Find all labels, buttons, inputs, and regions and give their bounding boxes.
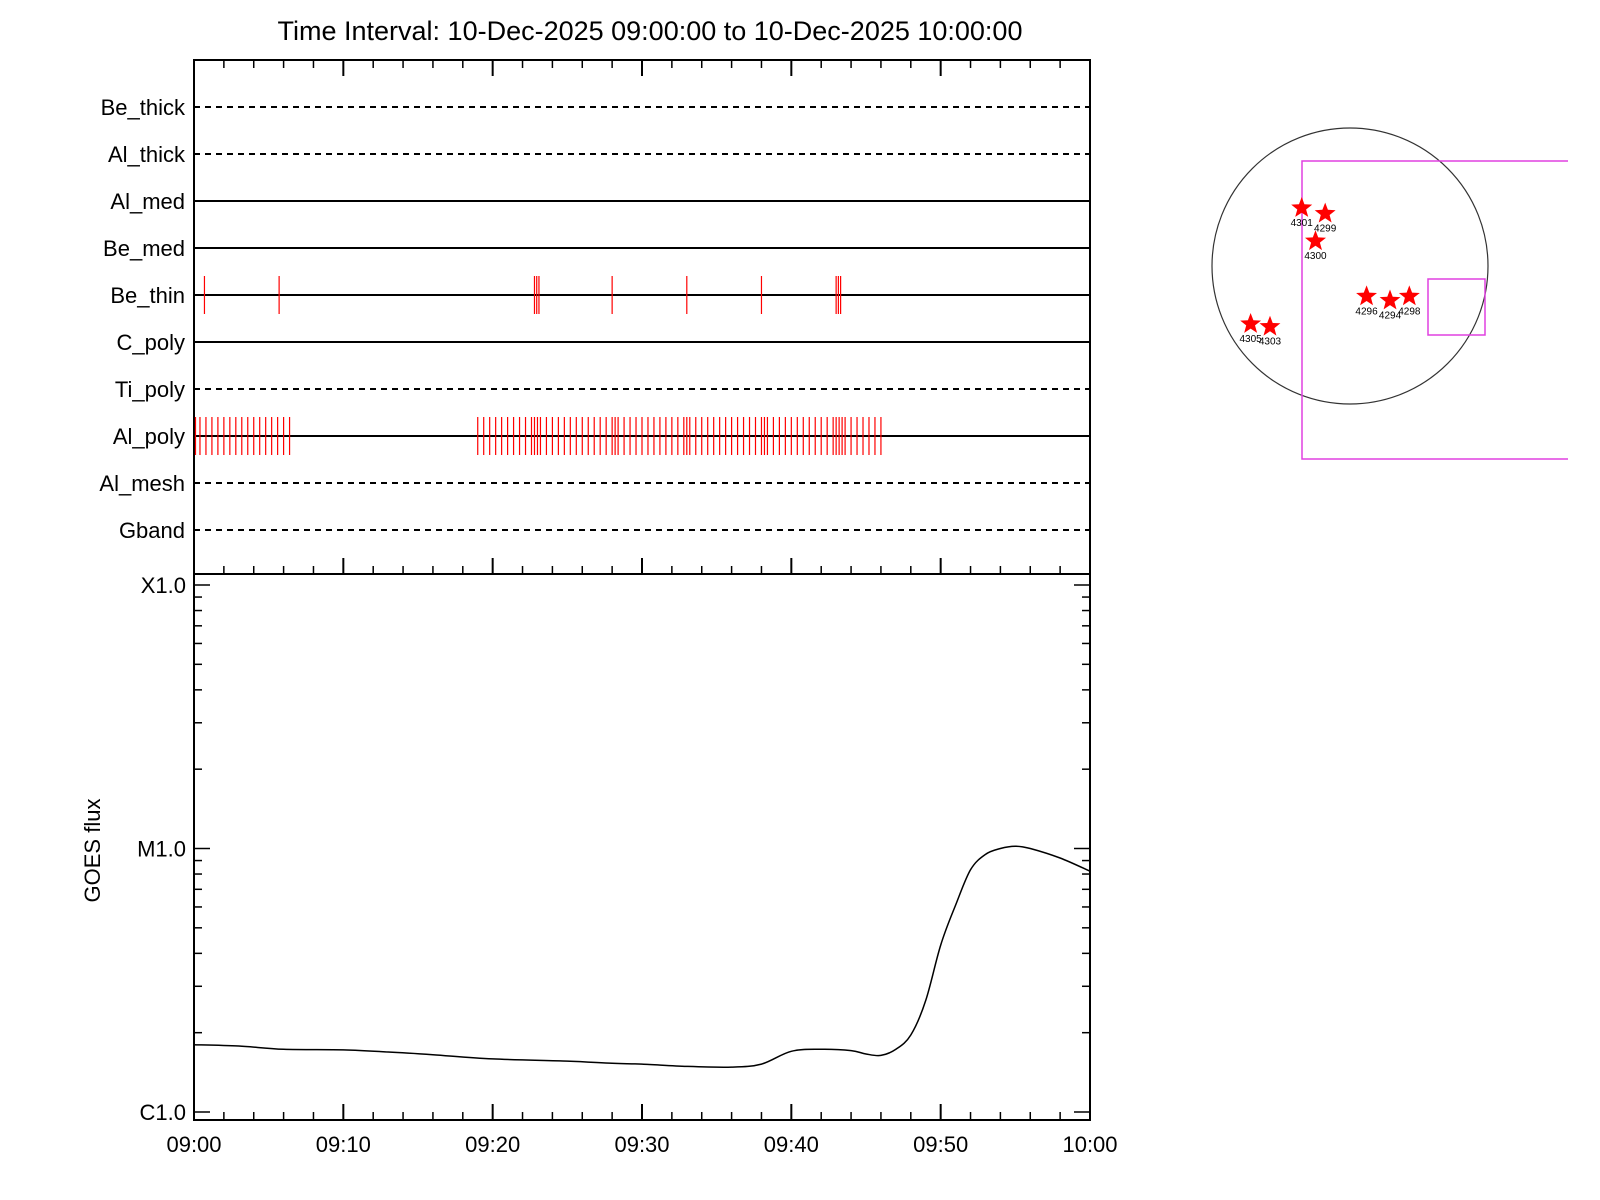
x-tick-label: 09:50 [913,1132,968,1157]
timeline-frame [193,59,1091,575]
region-label: 4300 [1304,251,1327,262]
region-star-icon [1305,230,1326,251]
region-label: 4299 [1314,224,1337,235]
region-star-icon [1291,197,1313,217]
x-tick-label: 09:40 [764,1132,819,1157]
region-label: 4303 [1259,337,1282,348]
x-tick-label: 10:00 [1062,1132,1117,1157]
y-tick-label: X1.0 [141,573,186,598]
y-axis-label: GOES flux [80,799,105,903]
channel-label: Al_mesh [99,471,185,496]
region-star-icon [1240,313,1262,333]
region-star-icon [1379,289,1401,310]
chart-title: Time Interval: 10-Dec-2025 09:00:00 to 1… [277,16,1023,46]
y-tick-label: M1.0 [137,837,186,862]
region-label: 4301 [1291,218,1314,229]
region-label: 4298 [1398,306,1421,317]
goes-frame [193,573,1091,1121]
channel-label: Be_med [103,236,185,261]
channel-label: Al_med [110,189,185,214]
solar-disk [1211,127,1489,405]
goes-panel: X1.0 M1.0 C1.0 09:00 09:10 09:20 09:30 09:40 09:… [80,573,1118,1157]
region-label: 4305 [1240,334,1263,345]
channel-label: C_poly [117,330,185,355]
zoom-box [1427,278,1486,336]
channel-label: Be_thin [110,283,185,308]
x-tick-label: 09:20 [465,1132,520,1157]
channel-label: Al_thick [108,142,186,167]
region-label: 4294 [1379,311,1402,322]
y-tick-label: C1.0 [140,1100,186,1125]
region-star-icon [1356,285,1377,306]
timeline-panel: Be_thick Al_thick Al_med Be_med Be_thin C_pol… [99,59,1091,575]
region-label: 4296 [1355,306,1378,317]
fov-box [1301,160,1568,460]
x-tick-label: 09:30 [614,1132,669,1157]
channel-label: Gband [119,518,185,543]
x-tick-label: 09:10 [316,1132,371,1157]
goes-flux-line [193,845,1091,1068]
region-star-icon [1314,202,1336,223]
x-tick-label: 09:00 [166,1132,221,1157]
channel-label: Al_poly [113,424,185,449]
region-star-icon [1259,315,1281,336]
channel-label: Ti_poly [115,377,185,402]
region-star-icon [1398,285,1420,306]
channel-label: Be_thick [101,95,186,120]
